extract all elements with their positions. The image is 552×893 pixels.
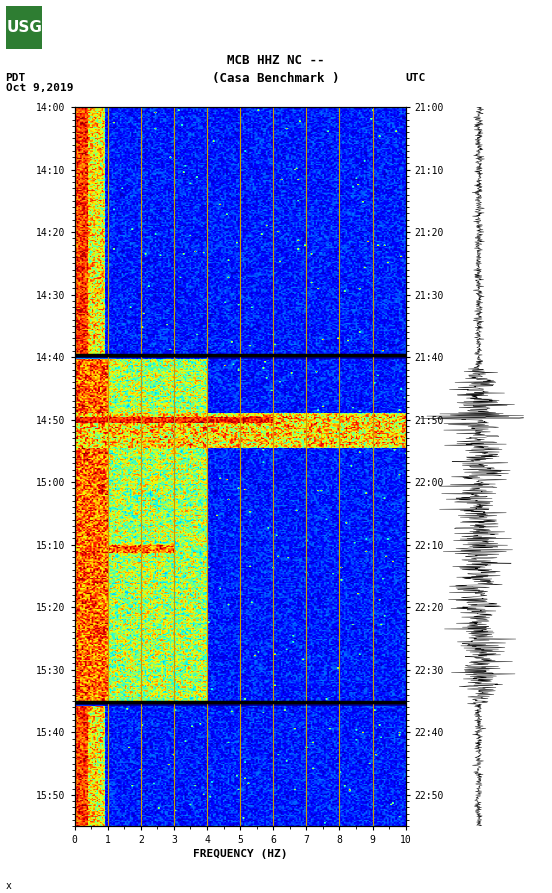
Text: MCB HHZ NC --: MCB HHZ NC -- <box>227 54 325 67</box>
FancyBboxPatch shape <box>6 6 42 49</box>
Text: (Casa Benchmark ): (Casa Benchmark ) <box>213 71 339 85</box>
Text: x: x <box>6 880 12 890</box>
Text: UTC: UTC <box>406 73 426 83</box>
Text: USGS: USGS <box>7 21 54 35</box>
X-axis label: FREQUENCY (HZ): FREQUENCY (HZ) <box>193 849 288 859</box>
Text: PDT: PDT <box>6 73 26 83</box>
Text: Oct 9,2019: Oct 9,2019 <box>6 83 73 93</box>
